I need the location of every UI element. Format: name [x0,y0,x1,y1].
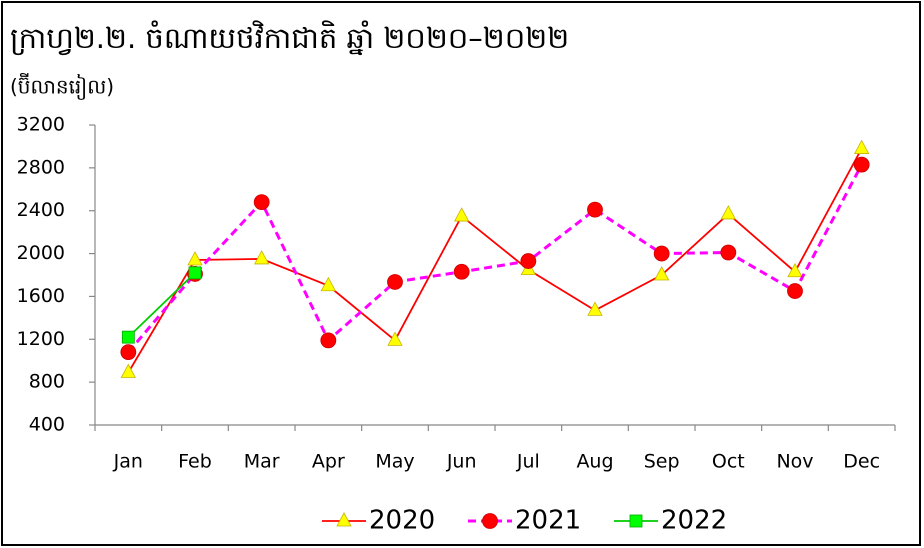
marker [520,253,537,269]
marker [853,139,870,154]
y-tick-label: 2800 [17,156,65,178]
legend-marker [336,512,352,527]
legend-label: 2020 [369,506,435,536]
marker [188,266,202,280]
marker [187,251,203,266]
x-tick-label: Oct [712,451,745,473]
marker [320,276,337,292]
marker [653,266,670,281]
marker [253,250,270,265]
y-tick-label: 1200 [17,328,65,350]
marker [120,344,137,361]
marker [720,244,737,261]
x-tick-label: Jan [113,451,143,473]
x-tick-label: Aug [576,451,613,473]
x-tick-label: Apr [312,451,345,473]
x-tick-label: May [375,451,414,473]
chart-title: ក្រាហ្វ២.២. ចំណាយថវិកាជាតិ ឆ្នាំ ២០២០–២០… [10,20,569,56]
x-tick-label: Feb [178,451,212,473]
chart-subtitle: (ប៊ីលានរៀល) [10,73,114,101]
marker [787,283,803,299]
legend-label: 2022 [661,506,727,536]
legend-marker [482,513,498,529]
marker [120,363,137,378]
y-tick-label: 3200 [17,114,65,136]
x-tick-label: Nov [776,451,813,473]
marker [387,331,403,346]
marker [387,274,403,290]
x-tick-label: Dec [843,451,880,473]
marker [320,332,337,349]
x-tick-label: Jun [446,451,477,473]
marker [853,156,870,173]
marker [653,245,670,262]
legend-label: 2021 [515,506,581,536]
series-line [127,272,196,338]
x-tick-label: Sep [644,451,680,473]
marker [453,263,470,280]
marker [587,301,603,316]
marker [587,201,603,218]
marker [720,205,737,220]
series-line [127,163,863,354]
x-tick-label: Jul [516,451,540,473]
x-tick-label: Mar [244,451,280,473]
series-line [127,148,863,373]
y-tick-label: 800 [29,371,65,393]
y-tick-label: 2000 [17,242,65,264]
marker [253,194,270,211]
y-tick-label: 400 [29,414,65,436]
marker [453,207,470,222]
y-tick-label: 1600 [17,285,65,307]
legend-marker [629,514,643,528]
y-tick-label: 2400 [17,199,65,221]
marker [121,330,135,344]
marker [787,262,803,278]
